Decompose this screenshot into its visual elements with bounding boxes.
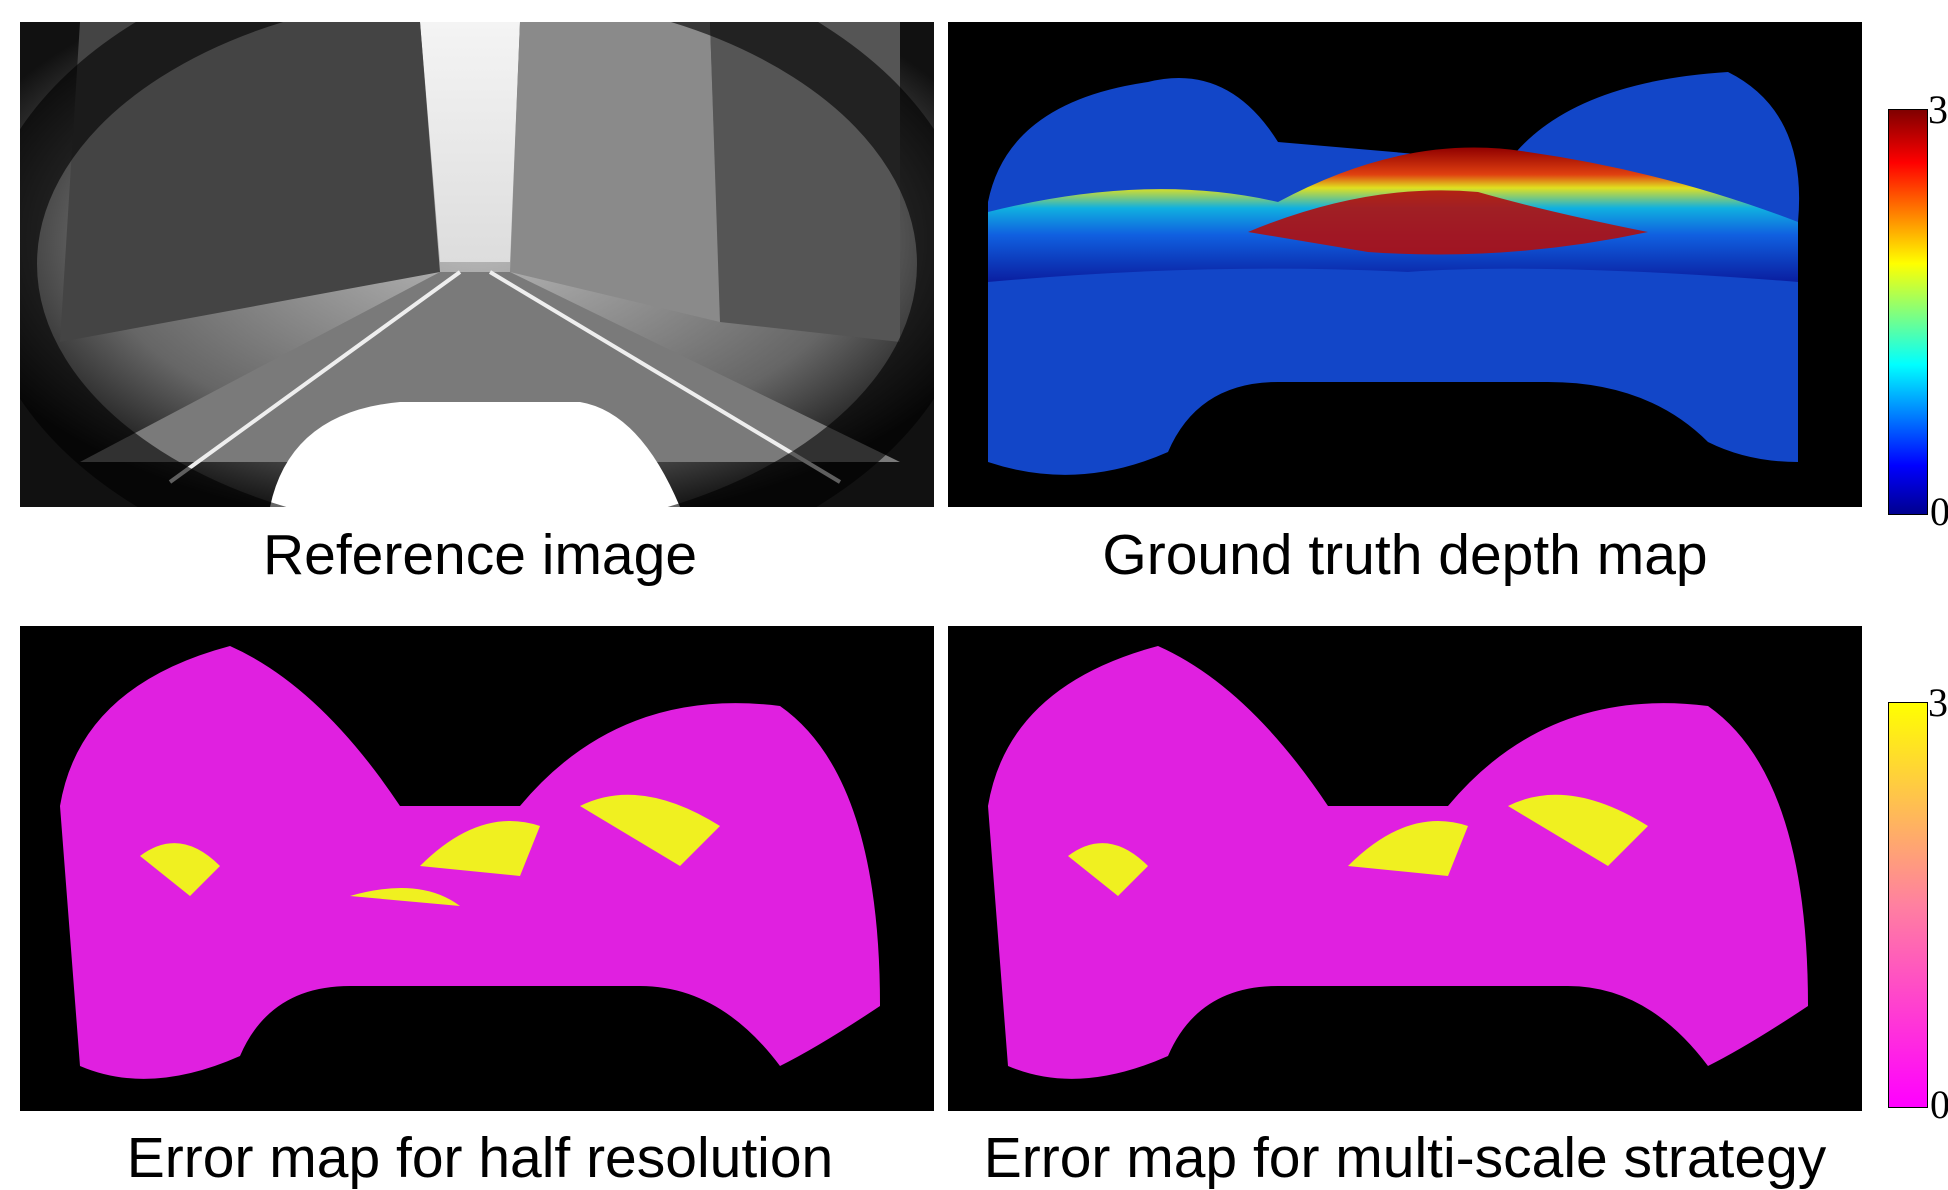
colorbar-min-label: 0 bbox=[1930, 1085, 1948, 1125]
error-map-multiscale-drawing bbox=[948, 626, 1862, 1111]
depth-map-drawing bbox=[948, 22, 1862, 507]
colorbar-max-label: 3 bbox=[1928, 90, 1948, 130]
reference-image-drawing bbox=[20, 22, 934, 507]
caption: Ground truth depth map bbox=[925, 523, 1885, 587]
caption: Error map for half resolution bbox=[0, 1126, 960, 1190]
colorbar-error bbox=[1888, 702, 1928, 1108]
caption: Error map for multi-scale strategy bbox=[925, 1126, 1885, 1190]
colorbar-min-label: 0 bbox=[1930, 492, 1948, 532]
error-map-half-drawing bbox=[20, 626, 934, 1111]
colorbar-max-label: 3 bbox=[1928, 683, 1948, 723]
depth-map bbox=[948, 22, 1862, 507]
error-map-multiscale bbox=[948, 626, 1862, 1111]
figure: {"panels": [ {"caption": "Reference imag… bbox=[0, 0, 1948, 1188]
error-map-half bbox=[20, 626, 934, 1111]
reference-image bbox=[20, 22, 934, 507]
colorbar-depth bbox=[1888, 109, 1928, 515]
caption: Reference image bbox=[0, 523, 960, 587]
